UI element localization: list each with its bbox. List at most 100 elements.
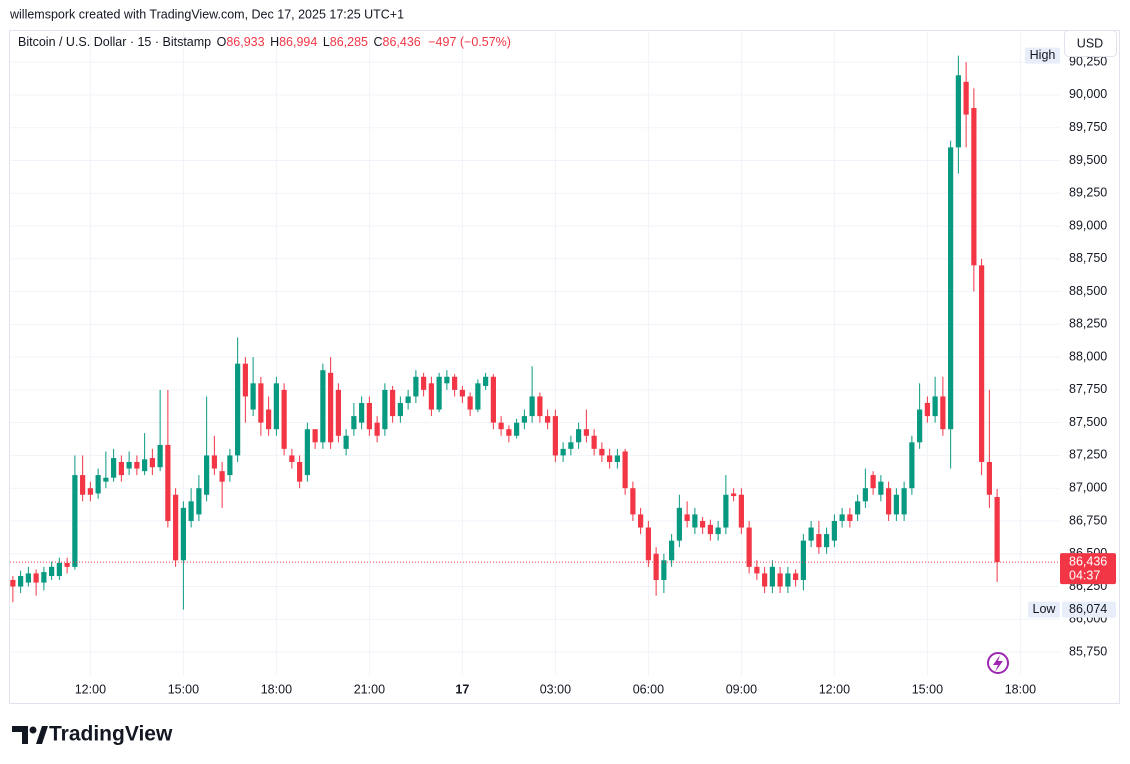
x-tick-label: 03:00 xyxy=(540,682,571,696)
candle-body xyxy=(397,402,403,417)
candle-body xyxy=(847,514,853,521)
legend: Bitcoin / U.S. Dollar · 15 · Bitstamp O8… xyxy=(18,35,511,49)
candle-body xyxy=(126,461,132,469)
candle-body xyxy=(669,540,675,561)
candle-body xyxy=(855,501,861,515)
candle-body xyxy=(18,576,24,587)
candle-body xyxy=(320,370,326,443)
candle-body xyxy=(917,409,923,443)
candle-body xyxy=(242,363,248,397)
low-marker-tag xyxy=(1028,601,1060,618)
candle-body xyxy=(738,494,744,528)
candle-body xyxy=(824,534,830,548)
last-price-label: 86,436 xyxy=(1069,554,1107,568)
candle-body xyxy=(382,389,388,430)
candle-body xyxy=(924,402,930,417)
legend-title: Bitcoin / U.S. Dollar · 15 · Bitstamp xyxy=(18,35,211,49)
candle-body xyxy=(948,147,954,430)
overlays: 85,75086,00086,25086,50086,75087,00087,2… xyxy=(10,47,1116,696)
candle-body xyxy=(599,448,605,456)
candle-body xyxy=(994,496,1000,563)
y-tick-label: 89,500 xyxy=(1069,153,1107,167)
low-marker-text: Low xyxy=(1033,602,1057,616)
candle-body xyxy=(374,422,380,436)
candle-body xyxy=(335,389,341,436)
candle-body xyxy=(800,540,806,580)
candle-body xyxy=(607,455,613,462)
candle-body xyxy=(676,507,682,541)
candle-body xyxy=(692,514,698,528)
candle-body xyxy=(723,494,729,528)
x-tick-label: 12:00 xyxy=(819,682,850,696)
candle-body xyxy=(219,471,225,482)
candle-body xyxy=(111,458,117,478)
candle-body xyxy=(428,383,434,410)
candle-body xyxy=(831,520,837,541)
lightning-icon xyxy=(987,652,1009,674)
low-marker-value: 86,074 xyxy=(1069,602,1107,616)
credit: willemspork created with TradingView.com… xyxy=(9,7,404,21)
candle-body xyxy=(754,566,760,574)
candle-body xyxy=(591,435,597,449)
candle-body xyxy=(33,573,39,583)
candle-body xyxy=(405,396,411,403)
candle-body xyxy=(529,396,535,417)
y-tick-label: 85,750 xyxy=(1069,644,1107,658)
candle-body xyxy=(715,527,721,535)
candle-body xyxy=(297,461,303,482)
candle-body xyxy=(576,429,582,443)
countdown: 04:37 xyxy=(1069,568,1100,582)
candle-body xyxy=(196,488,202,515)
candle-body xyxy=(731,493,737,497)
x-tick-label: 18:00 xyxy=(1005,682,1036,696)
candle-body xyxy=(475,383,481,410)
candle-body xyxy=(971,108,977,266)
y-tick-label: 88,750 xyxy=(1069,251,1107,265)
currency-label[interactable]: USD xyxy=(1077,36,1103,50)
y-tick-label: 90,250 xyxy=(1069,54,1107,68)
y-tick-label: 88,250 xyxy=(1069,317,1107,331)
candle-body xyxy=(173,494,179,561)
candle-body xyxy=(483,376,489,386)
y-tick-label: 86,750 xyxy=(1069,513,1107,527)
candle-body xyxy=(80,475,86,495)
candle-body xyxy=(413,376,419,397)
candle-body xyxy=(351,416,357,430)
low-marker-box xyxy=(1062,601,1116,618)
candle-body xyxy=(188,501,194,521)
candle-body xyxy=(707,524,713,535)
candle-body xyxy=(452,376,458,390)
candle-body xyxy=(490,376,496,423)
candle-body xyxy=(514,422,520,436)
brand-logo xyxy=(12,726,48,744)
candle-body xyxy=(118,461,124,476)
candle-body xyxy=(95,475,101,494)
legend-value: 86,994 xyxy=(279,35,317,49)
candle-body xyxy=(41,572,47,583)
candle-body xyxy=(258,383,264,423)
candle-body xyxy=(979,265,985,462)
candle-body xyxy=(10,579,16,587)
candle-body xyxy=(816,534,822,548)
candle-body xyxy=(204,455,210,495)
candle-body xyxy=(630,488,636,515)
candle-body xyxy=(808,527,814,541)
candle-body xyxy=(506,429,512,436)
grid xyxy=(10,31,1060,675)
y-tick-label: 87,250 xyxy=(1069,448,1107,462)
x-tick-label: 21:00 xyxy=(354,682,385,696)
candle-body xyxy=(72,475,78,567)
candle-body xyxy=(901,488,907,515)
y-tick-label: 90,000 xyxy=(1069,87,1107,101)
x-tick-label: 15:00 xyxy=(912,682,943,696)
candle-body xyxy=(684,514,690,521)
candle-body xyxy=(289,455,295,462)
candle-body xyxy=(940,396,946,430)
candle-body xyxy=(777,573,783,587)
y-tick-label: 87,750 xyxy=(1069,382,1107,396)
candle-body xyxy=(390,389,396,417)
legend-key: L xyxy=(323,35,330,49)
currency-button[interactable] xyxy=(1064,30,1117,57)
candle-body xyxy=(142,459,148,472)
